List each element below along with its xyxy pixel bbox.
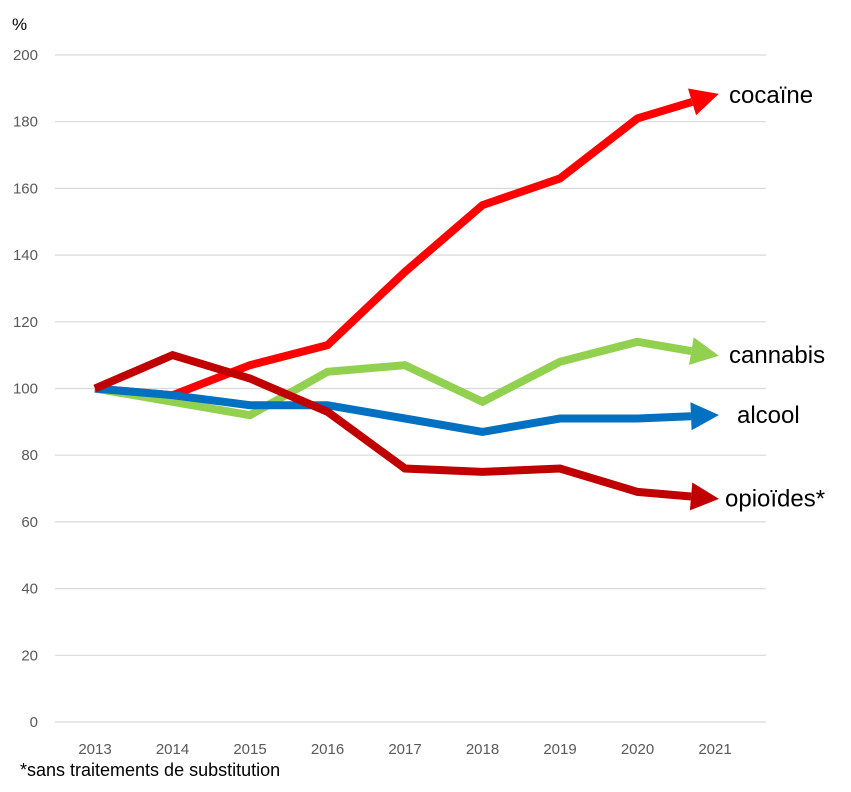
y-tick-label: 40 — [21, 581, 38, 598]
y-tick-label: 160 — [13, 180, 38, 197]
x-tick-label: 2014 — [156, 741, 189, 758]
series-labels: cocaïne cannabis alcool opioïdes* — [725, 82, 825, 513]
y-axis-ticks: 0 20 40 60 80 100 120 140 160 180 200 — [13, 47, 38, 731]
gridlines — [55, 54, 766, 723]
x-tick-label: 2015 — [233, 741, 266, 758]
y-tick-label: 20 — [21, 647, 38, 664]
series-lines — [93, 88, 719, 511]
series-arrowhead-1 — [689, 337, 719, 365]
x-tick-label: 2020 — [621, 741, 654, 758]
x-tick-label: 2019 — [543, 741, 576, 758]
y-tick-label: 200 — [13, 47, 38, 64]
y-tick-label: 60 — [21, 514, 38, 531]
x-tick-label: 2017 — [388, 741, 421, 758]
series-line-1 — [94, 337, 692, 420]
x-tick-label: 2021 — [698, 741, 731, 758]
footnote: *sans traitements de substitution — [20, 760, 281, 780]
y-tick-label: 120 — [13, 314, 38, 331]
series-arrowhead-0 — [688, 88, 719, 116]
series-arrowhead-2 — [690, 402, 719, 431]
x-tick-label: 2018 — [466, 741, 499, 758]
series-label-1: cannabis — [729, 342, 825, 369]
x-axis-ticks: 2013 2014 2015 2016 2017 2018 2019 2020 2021 — [78, 741, 731, 758]
series-label-2: alcool — [737, 402, 800, 429]
y-tick-label: 100 — [13, 381, 38, 398]
y-axis-unit: % — [12, 15, 27, 34]
series-arrowhead-3 — [689, 482, 719, 511]
series-label-3: opioïdes* — [725, 486, 825, 513]
series-label-0: cocaïne — [729, 82, 813, 109]
y-tick-label: 140 — [13, 247, 38, 264]
x-tick-label: 2016 — [311, 741, 344, 758]
x-tick-label: 2013 — [78, 741, 111, 758]
y-tick-label: 80 — [21, 447, 38, 464]
y-tick-label: 180 — [13, 114, 38, 131]
series-line-2 — [94, 384, 692, 436]
series-line-3 — [93, 350, 692, 501]
y-tick-label: 0 — [30, 714, 38, 731]
